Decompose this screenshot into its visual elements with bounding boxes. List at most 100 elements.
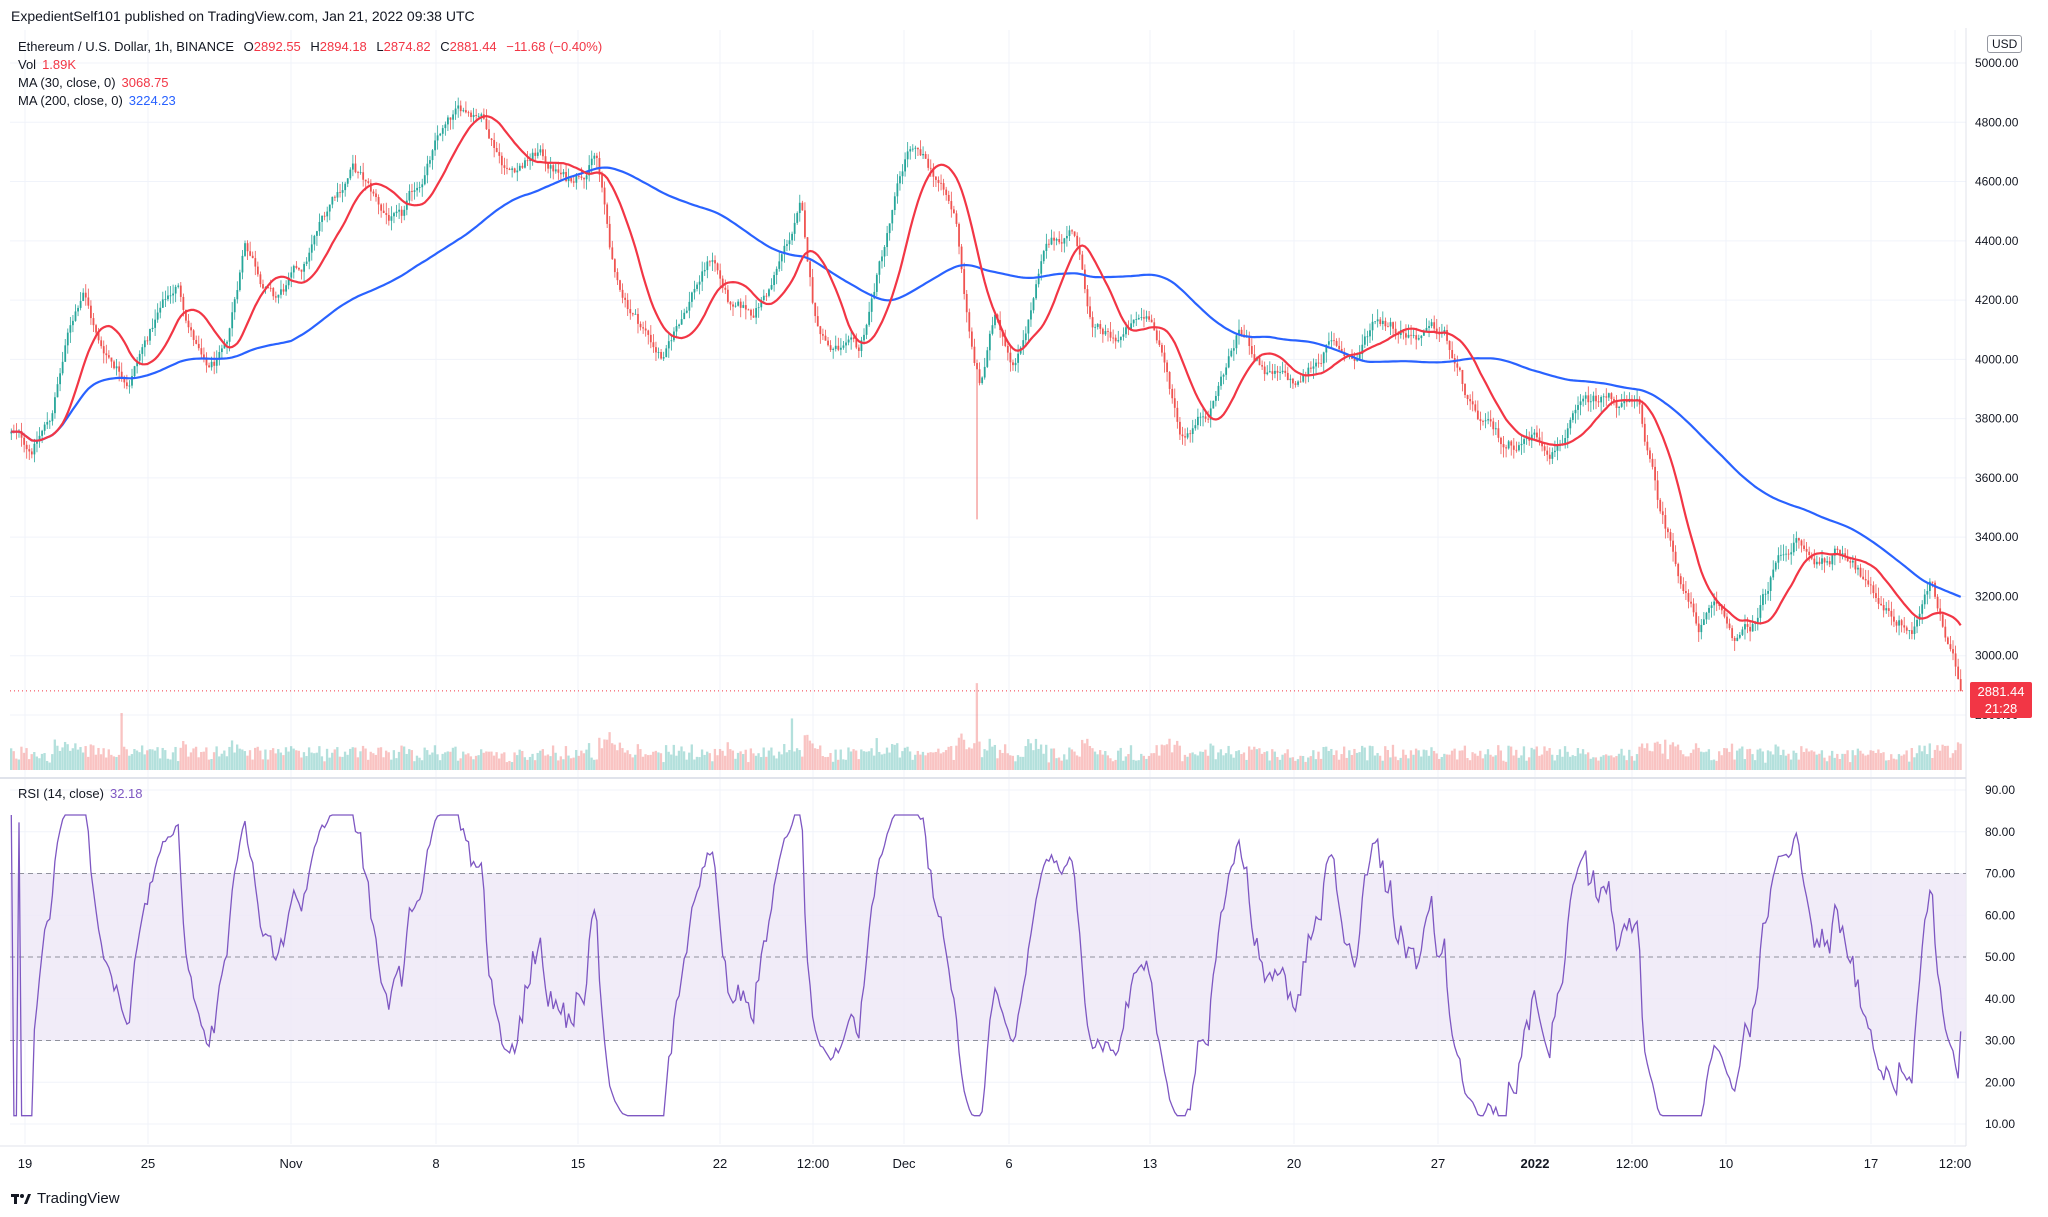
volume-bar bbox=[1841, 753, 1844, 770]
ma30-label[interactable]: MA (30, close, 0) bbox=[18, 75, 116, 90]
candle-body bbox=[1913, 626, 1916, 634]
volume-bar bbox=[89, 744, 92, 770]
rsi-legend-row: RSI (14, close) 32.18 bbox=[18, 785, 149, 803]
candle-body bbox=[223, 343, 226, 349]
volume-bar bbox=[970, 748, 973, 770]
currency-badge[interactable]: USD bbox=[1987, 35, 2023, 53]
volume-bar bbox=[1417, 750, 1420, 770]
volume-bar bbox=[613, 744, 616, 770]
volume-bar bbox=[1376, 753, 1379, 770]
volume-bar bbox=[664, 745, 668, 770]
volume-bar bbox=[960, 733, 963, 770]
candle-body bbox=[200, 348, 203, 355]
volume-bar bbox=[1042, 753, 1045, 770]
candle-body bbox=[1911, 630, 1913, 634]
volume-bar bbox=[74, 743, 77, 770]
volume-bar bbox=[1019, 756, 1022, 770]
candle-body bbox=[1815, 561, 1818, 565]
candle-body bbox=[511, 168, 514, 170]
volume-bar bbox=[819, 745, 822, 770]
candle-body bbox=[909, 149, 912, 152]
candle-body bbox=[1654, 466, 1656, 481]
volume-bar bbox=[194, 746, 198, 770]
volume-bar bbox=[53, 739, 56, 770]
volume-bar bbox=[1296, 759, 1300, 770]
candle-body bbox=[41, 430, 44, 436]
candle-body bbox=[578, 175, 580, 177]
low-value: 2874.82 bbox=[383, 39, 431, 54]
candle-body bbox=[203, 354, 205, 358]
volume-bar bbox=[1959, 743, 1962, 770]
candle-body bbox=[423, 175, 426, 185]
candle-body bbox=[1107, 331, 1109, 332]
volume-bar bbox=[1463, 745, 1467, 770]
brand-footer[interactable]: TradingView bbox=[11, 1190, 120, 1207]
candle-body bbox=[1839, 549, 1841, 556]
candle-body bbox=[1420, 335, 1423, 339]
time-tick-label: 12:00 bbox=[1939, 1156, 1972, 1171]
volume-bar bbox=[541, 749, 544, 770]
volume-bar bbox=[382, 757, 385, 770]
volume-bar bbox=[932, 752, 935, 770]
volume-bar bbox=[171, 752, 175, 770]
candle-body bbox=[354, 163, 357, 173]
candle-body bbox=[172, 293, 174, 296]
candle-body bbox=[1376, 319, 1379, 322]
volume-bar bbox=[1052, 748, 1056, 770]
volume-bar bbox=[1325, 746, 1328, 770]
candle-body bbox=[1697, 623, 1700, 633]
candle-body bbox=[1774, 562, 1777, 570]
candle-body bbox=[1451, 350, 1454, 359]
candle-body bbox=[1024, 333, 1027, 341]
volume-bar bbox=[63, 741, 67, 770]
volume-bar bbox=[1890, 754, 1893, 770]
symbol-label[interactable]: Ethereum / U.S. Dollar, 1h, BINANCE bbox=[18, 39, 235, 54]
volume-bar bbox=[474, 755, 478, 770]
candle-body bbox=[1566, 428, 1569, 439]
candle-body bbox=[680, 319, 683, 325]
volume-bar bbox=[1810, 750, 1813, 770]
volume-bar bbox=[952, 759, 955, 770]
volume-bar bbox=[1039, 744, 1043, 770]
volume-bar bbox=[847, 747, 850, 770]
volume-bar bbox=[1201, 751, 1205, 770]
candle-body bbox=[801, 202, 804, 211]
volume-bar bbox=[1119, 747, 1122, 770]
volume-bar bbox=[1396, 760, 1400, 770]
volume-bar bbox=[742, 754, 745, 770]
volume-bar bbox=[942, 752, 945, 770]
candle-body bbox=[400, 209, 403, 216]
volume-bar bbox=[962, 739, 966, 770]
volume-bar bbox=[1725, 748, 1729, 770]
candle-body bbox=[292, 265, 295, 273]
volume-bar bbox=[84, 746, 87, 770]
volume-bar bbox=[1491, 756, 1495, 770]
candle-body bbox=[652, 342, 655, 348]
volume-bar bbox=[1517, 757, 1520, 770]
candle-body bbox=[1749, 626, 1752, 632]
volume-bar bbox=[693, 759, 696, 770]
time-tick-label: 17 bbox=[1864, 1156, 1878, 1171]
candle-body bbox=[1222, 374, 1225, 377]
candle-body bbox=[1674, 551, 1677, 564]
volume-bar bbox=[1933, 749, 1937, 770]
ma200-label[interactable]: MA (200, close, 0) bbox=[18, 93, 123, 108]
volume-bar bbox=[1399, 757, 1402, 770]
candle-body bbox=[467, 112, 470, 114]
volume-bar bbox=[279, 752, 282, 770]
volume-bar bbox=[97, 747, 100, 770]
candle-body bbox=[387, 214, 390, 221]
volume-bar bbox=[236, 744, 239, 770]
volume-bar bbox=[1710, 760, 1713, 770]
candle-body bbox=[20, 431, 23, 438]
vol-label[interactable]: Vol bbox=[18, 57, 37, 72]
volume-bar bbox=[148, 749, 152, 770]
volume-bar bbox=[1687, 756, 1690, 770]
rsi-label[interactable]: RSI (14, close) bbox=[18, 786, 104, 801]
candle-body bbox=[1058, 238, 1061, 243]
candle-body bbox=[382, 210, 385, 214]
volume-bar bbox=[71, 748, 74, 770]
volume-bar bbox=[1304, 761, 1307, 770]
volume-bar bbox=[1232, 757, 1235, 770]
